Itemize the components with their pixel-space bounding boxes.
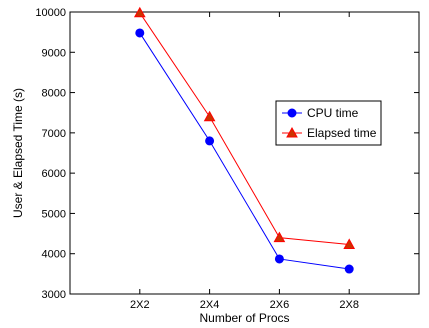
- plot-area: [69, 11, 420, 295]
- y-tick-label: 5000: [42, 208, 66, 220]
- legend-label-cpu-time: CPU time: [307, 106, 359, 120]
- x-tick-label: 2X8: [339, 299, 359, 311]
- data-point-elapsed-time: [133, 6, 146, 18]
- legend-label-elapsed-time: Elapsed time: [307, 126, 377, 140]
- legend-marker-elapsed-time: [286, 126, 298, 138]
- x-axis: 2X2 2X4 2X6 2X8: [130, 12, 359, 311]
- y-tick-label: 9000: [42, 47, 66, 59]
- legend: CPU time Elapsed time: [275, 100, 382, 146]
- x-axis-label: Number of Procs: [199, 311, 289, 325]
- y-tick-label: 3000: [42, 289, 66, 301]
- x-tick-label: 2X2: [130, 299, 150, 311]
- y-tick-label: 6000: [42, 168, 66, 180]
- series-line-cpu-time: [139, 32, 350, 270]
- data-point-cpu-time: [205, 136, 215, 146]
- y-axis-label: User & Elapsed Time (s): [11, 88, 25, 218]
- data-point-cpu-time: [344, 264, 354, 274]
- data-point-elapsed-time: [343, 238, 356, 249]
- data-point-cpu-time: [274, 254, 284, 264]
- legend-box: [275, 100, 382, 146]
- series-line-elapsed-time: [139, 12, 350, 245]
- x-tick-label: 2X6: [270, 299, 290, 311]
- data-point-cpu-time: [135, 28, 145, 38]
- y-tick-label: 7000: [42, 128, 66, 140]
- series-layer: [133, 6, 356, 274]
- y-tick-label: 8000: [42, 88, 66, 100]
- x-tick-label: 2X4: [200, 299, 220, 311]
- data-point-elapsed-time: [203, 110, 216, 122]
- data-point-elapsed-time: [273, 231, 286, 243]
- y-axis: 3000 4000 5000 6000 7000 8000 9000 10000: [35, 7, 419, 301]
- y-tick-label: 4000: [42, 249, 66, 261]
- y-tick-label: 10000: [35, 7, 66, 19]
- legend-marker-cpu-time: [287, 108, 297, 118]
